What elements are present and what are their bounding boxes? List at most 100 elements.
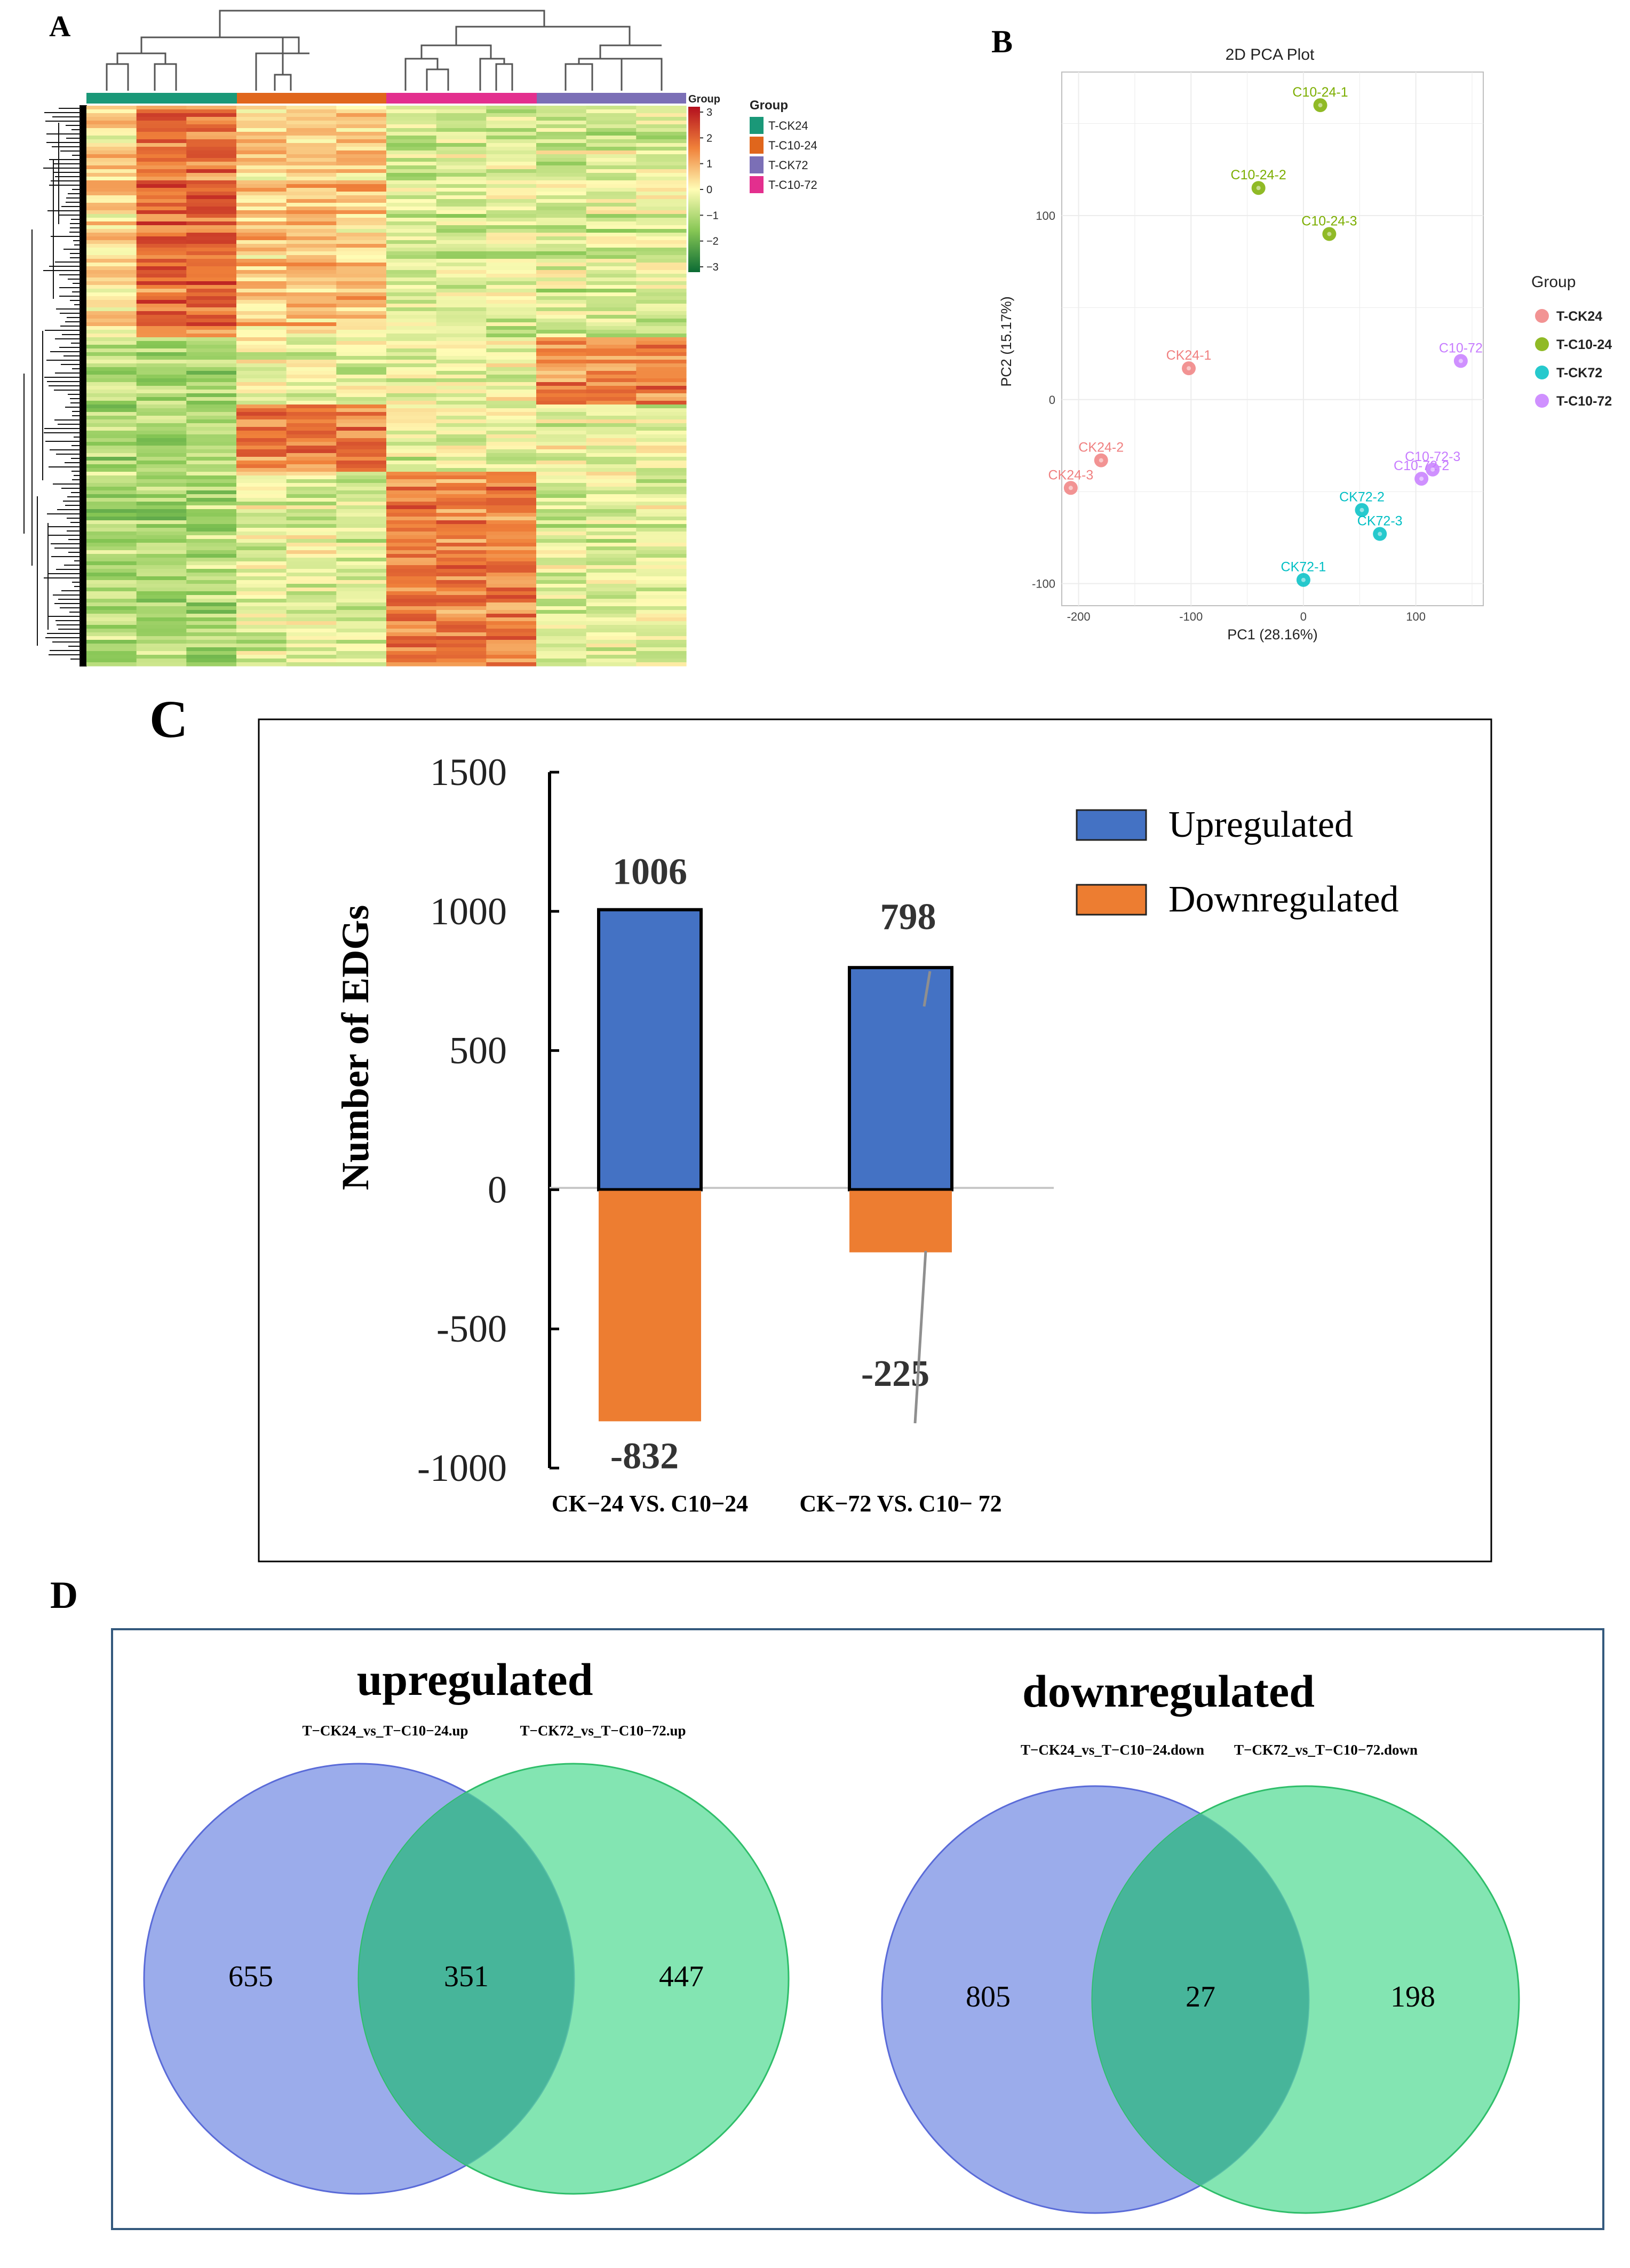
heatmap-cell — [536, 158, 587, 162]
heatmap-cell — [336, 330, 387, 334]
heatmap-cell — [236, 229, 287, 233]
heatmap-cell — [586, 173, 637, 177]
heatmap-cell — [636, 423, 687, 427]
heatmap-cell — [236, 337, 287, 342]
heatmap-cell — [536, 371, 587, 375]
heatmap-cell — [586, 617, 637, 622]
heatmap-cell — [386, 330, 437, 334]
heatmap-cell — [86, 121, 137, 125]
heatmap-cell — [586, 158, 637, 162]
heatmap-cell — [136, 629, 187, 633]
heatmap-cell — [186, 117, 237, 121]
heatmap-cell — [236, 147, 287, 151]
heatmap-cell — [136, 352, 187, 356]
heatmap-cell — [236, 479, 287, 483]
heatmap-cell — [236, 188, 287, 192]
heatmap-cell — [436, 154, 487, 158]
heatmap-cell — [286, 121, 337, 125]
heatmap-cell — [236, 483, 287, 487]
heatmap-cell — [136, 113, 187, 117]
heatmap-cell — [236, 449, 287, 454]
heatmap-cell — [536, 644, 587, 648]
heatmap-cell — [486, 606, 537, 610]
heatmap-cell — [386, 446, 437, 450]
heatmap-cell — [86, 307, 137, 312]
heatmap-cell — [136, 106, 187, 110]
heatmap-cell — [86, 419, 137, 424]
heatmap-cell — [586, 263, 637, 267]
heatmap-cell — [86, 573, 137, 577]
heatmap-cell — [536, 375, 587, 379]
heatmap-cell — [586, 457, 637, 461]
heatmap-cell — [536, 169, 587, 173]
heatmap-cell — [486, 595, 537, 599]
heatmap-cell — [336, 360, 387, 364]
heatmap-cell — [186, 472, 237, 476]
heatmap-cell — [286, 154, 337, 158]
heatmap-cell — [336, 416, 387, 420]
heatmap-cell — [386, 363, 437, 368]
heatmap-cell — [86, 595, 137, 599]
heatmap-cell — [586, 337, 637, 342]
heatmap-cell — [536, 367, 587, 371]
heatmap-cell — [86, 617, 137, 622]
heatmap-cell — [486, 655, 537, 659]
heatmap-cell — [486, 285, 537, 289]
heatmap-cell — [586, 532, 637, 536]
heatmap-cell — [336, 405, 387, 409]
heatmap-cell — [536, 251, 587, 256]
heatmap-cell — [136, 307, 187, 312]
heatmap-cell — [636, 304, 687, 308]
heatmap-cell — [586, 431, 637, 435]
heatmap-cell — [186, 334, 237, 338]
heatmap-cell — [486, 446, 537, 450]
heatmap-cell — [136, 412, 187, 416]
heatmap-cell — [236, 461, 287, 465]
heatmap-cell — [236, 464, 287, 469]
panel-label-c: C — [149, 689, 188, 749]
heatmap-cell — [136, 322, 187, 327]
colorbar-tick-label: 2 — [706, 132, 712, 144]
heatmap-cell — [486, 651, 537, 655]
heatmap-cell — [236, 419, 287, 424]
heatmap-cell — [586, 625, 637, 629]
heatmap-cell — [86, 520, 137, 525]
heatmap-cell — [586, 535, 637, 540]
heatmap-cell — [536, 165, 587, 170]
heatmap-cell — [636, 121, 687, 125]
heatmap-cell — [636, 251, 687, 256]
heatmap-cell — [86, 263, 137, 267]
heatmap-cell — [386, 472, 437, 476]
heatmap-cell — [86, 412, 137, 416]
heatmap-cell — [336, 363, 387, 368]
heatmap-cell — [286, 561, 337, 566]
heatmap-cell — [336, 326, 387, 330]
heatmap-cell — [336, 390, 387, 394]
heatmap-cell — [286, 629, 337, 633]
legend-label-upregulated: Upregulated — [1168, 804, 1353, 845]
heatmap-cell — [586, 539, 637, 543]
heatmap-cell — [536, 588, 587, 592]
pca-legend-item: T-C10-24 — [1556, 337, 1612, 352]
heatmap-cell — [136, 210, 187, 215]
heatmap-cell — [386, 300, 437, 304]
heatmap-cell — [386, 165, 437, 170]
heatmap-cell — [286, 375, 337, 379]
heatmap-cell — [236, 647, 287, 652]
heatmap-cell — [586, 490, 637, 495]
heatmap-cell — [586, 573, 637, 577]
heatmap-cell — [136, 341, 187, 345]
heatmap-cell — [286, 647, 337, 652]
heatmap-cell — [436, 300, 487, 304]
heatmap-cell — [586, 401, 637, 405]
heatmap-cell — [586, 356, 637, 360]
heatmap-cell — [536, 464, 587, 469]
heatmap-cell — [636, 277, 687, 282]
venn-set-label: T−CK72_vs_T−C10−72.up — [520, 1723, 686, 1739]
heatmap-cell — [286, 416, 337, 420]
heatmap-cell — [336, 337, 387, 342]
heatmap-cell — [436, 255, 487, 259]
heatmap-cell — [236, 158, 287, 162]
heatmap-cell — [636, 285, 687, 289]
heatmap-cell — [486, 281, 537, 286]
